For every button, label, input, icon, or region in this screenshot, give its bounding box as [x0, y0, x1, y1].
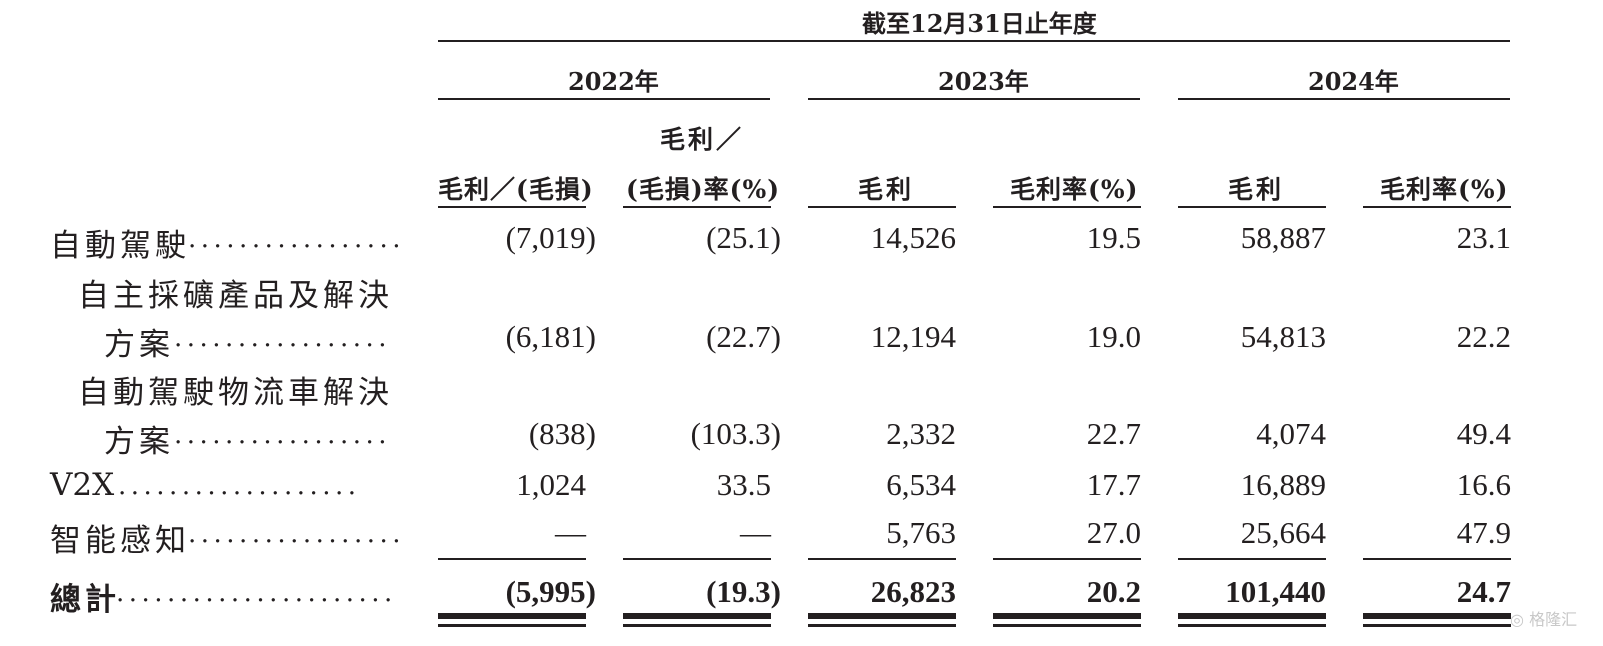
col-rule-1: [438, 206, 586, 208]
total-cell: 101,440: [1225, 574, 1326, 609]
col-rate-2022-line2: (毛損)率(%): [626, 175, 781, 204]
total-rule-4: [993, 613, 1141, 619]
cell: 19.0: [1086, 319, 1141, 354]
col-gross-profit-2024: 毛利: [1228, 175, 1285, 204]
cell: (25.1): [706, 220, 781, 255]
year-2022: 2022年: [568, 67, 659, 96]
total-rule-b5: [1178, 624, 1326, 627]
year-rule-2024: [1178, 98, 1510, 100]
cell: 1,024: [516, 467, 586, 502]
col-gross-profit-2022: 毛利／(毛損): [438, 175, 594, 204]
cell: 54,813: [1240, 319, 1326, 354]
cell: 16,889: [1240, 467, 1326, 502]
total-cell: (19.3): [706, 574, 781, 609]
col-rate-2023: 毛利率(%): [1010, 175, 1139, 204]
cell: 6,534: [886, 467, 956, 502]
total-cell: (5,995): [505, 574, 596, 609]
cell: 19.5: [1086, 220, 1141, 255]
subtotal-rule-5: [1178, 558, 1326, 560]
col-rule-3: [808, 206, 956, 208]
col-rule-6: [1363, 206, 1511, 208]
row-logistics-label: 方案: [104, 424, 174, 460]
row-autonomous-driving-label: 自動駕駛: [50, 228, 190, 264]
cell: 14,526: [870, 220, 956, 255]
year-rule-2023: [808, 98, 1140, 100]
cell: 17.7: [1086, 467, 1141, 502]
period-header: 截至12月31日止年度: [862, 9, 1097, 38]
cell: 25,664: [1240, 515, 1326, 550]
cell: 49.4: [1456, 416, 1511, 451]
col-rate-2022-line1: 毛利／: [660, 125, 745, 154]
row-logistics-label-line1: 自動駕駛物流車解決: [78, 375, 393, 411]
total-rule-6: [1363, 613, 1511, 619]
subtotal-rule-2: [623, 558, 771, 560]
total-cell: 24.7: [1456, 574, 1511, 609]
cell: 16.6: [1456, 467, 1511, 502]
subtotal-rule-3: [808, 558, 956, 560]
year-2023: 2023年: [938, 67, 1029, 96]
cell: 2,332: [886, 416, 956, 451]
col-rule-4: [993, 206, 1141, 208]
year-2024: 2024年: [1308, 67, 1399, 96]
row-smart-perception-label: 智能感知: [50, 523, 190, 559]
row-logistics-dots: .................: [174, 420, 391, 450]
row-v2x-dots: ...................: [118, 471, 361, 501]
total-rule-1: [438, 613, 586, 619]
cell: (7,019): [505, 220, 596, 255]
row-total-label: 總計: [50, 582, 120, 618]
cell: —: [740, 515, 771, 550]
col-rate-2024: 毛利率(%): [1380, 175, 1509, 204]
cell: 23.1: [1456, 220, 1511, 255]
row-autonomous-driving-dots: .................: [188, 224, 405, 254]
watermark-logo: ◎ 格隆汇: [1510, 606, 1577, 630]
cell: 33.5: [716, 467, 771, 502]
total-cell: 20.2: [1086, 574, 1141, 609]
total-rule-b6: [1363, 624, 1511, 627]
row-v2x-label: V2X: [50, 467, 115, 503]
cell: (6,181): [505, 319, 596, 354]
header-rule: [438, 40, 1510, 42]
cell: 47.9: [1456, 515, 1511, 550]
cell: 27.0: [1086, 515, 1141, 550]
cell: 22.7: [1086, 416, 1141, 451]
cell: 22.2: [1456, 319, 1511, 354]
subtotal-rule-1: [438, 558, 586, 560]
cell: 4,074: [1256, 416, 1326, 451]
total-rule-b2: [623, 624, 771, 627]
total-rule-2: [623, 613, 771, 619]
total-cell: 26,823: [870, 574, 956, 609]
subtotal-rule-4: [993, 558, 1141, 560]
subtotal-rule-6: [1363, 558, 1511, 560]
total-rule-b1: [438, 624, 586, 627]
row-mining-label: 方案: [104, 327, 174, 363]
row-smart-perception-dots: .................: [188, 519, 405, 549]
cell: 5,763: [886, 515, 956, 550]
cell: 12,194: [870, 319, 956, 354]
watermark-icon: ◎: [1510, 610, 1524, 629]
row-mining-dots: .................: [174, 323, 391, 353]
cell: (22.7): [706, 319, 781, 354]
total-rule-b4: [993, 624, 1141, 627]
col-rule-5: [1178, 206, 1326, 208]
total-rule-5: [1178, 613, 1326, 619]
watermark-text: 格隆汇: [1529, 610, 1578, 629]
cell: (838): [528, 416, 596, 451]
total-rule-b3: [808, 624, 956, 627]
col-gross-profit-2023: 毛利: [858, 175, 915, 204]
cell: 58,887: [1240, 220, 1326, 255]
cell: (103.3): [690, 416, 781, 451]
row-mining-label-line1: 自主採礦產品及解決: [78, 278, 393, 314]
row-total-dots: ......................: [116, 578, 397, 608]
total-rule-3: [808, 613, 956, 619]
year-rule-2022: [438, 98, 770, 100]
col-rule-2: [623, 206, 771, 208]
cell: —: [555, 515, 586, 550]
